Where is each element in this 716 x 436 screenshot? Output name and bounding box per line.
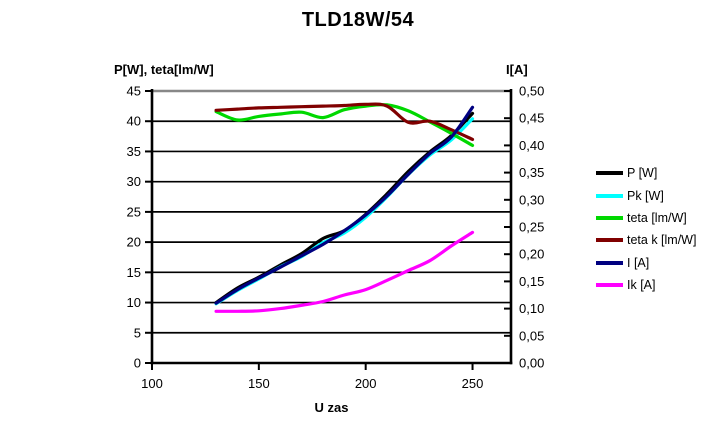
left-tick-label: 10	[127, 295, 141, 310]
legend-swatch	[596, 283, 623, 288]
legend: P [W] Pk [W] teta [lm/W] teta k [lm/W] I [A]…	[596, 162, 714, 296]
left-tick-label: 40	[127, 114, 141, 129]
x-tick-label: 100	[141, 376, 163, 391]
legend-label: teta k [lm/W]	[627, 233, 697, 248]
legend-swatch	[596, 193, 623, 198]
right-tick-label: 0,15	[519, 274, 544, 289]
left-tick-label: 25	[127, 204, 141, 219]
right-tick-label: 0,10	[519, 301, 544, 316]
legend-item: Ik [A]	[596, 274, 714, 296]
right-tick-label: 0,50	[519, 84, 544, 99]
legend-swatch	[596, 260, 623, 265]
left-tick-label: 45	[127, 84, 141, 99]
right-tick-label: 0,20	[519, 247, 544, 262]
legend-swatch	[596, 171, 623, 176]
series-line-teta-lm-w-	[214, 103, 475, 147]
series-line-p-w-	[214, 111, 475, 305]
right-axis-title: I[A]	[506, 62, 528, 77]
right-tick-label: 0,30	[519, 192, 544, 207]
x-axis-title: U zas	[314, 400, 349, 415]
legend-label: teta [lm/W]	[627, 210, 687, 225]
legend-item: teta [lm/W]	[596, 207, 714, 229]
right-tick-label: 0,00	[519, 356, 544, 371]
legend-item: Pk [W]	[596, 184, 714, 206]
x-tick-label: 150	[248, 376, 270, 391]
left-tick-label: 20	[127, 235, 141, 250]
series-line-teta-k-lm-w-	[214, 102, 475, 141]
right-tick-label: 0,40	[519, 138, 544, 153]
left-tick-label: 30	[127, 174, 141, 189]
legend-label: P [W]	[627, 166, 658, 181]
right-tick-label: 0,05	[519, 328, 544, 343]
chart-title: TLD18W/54	[301, 9, 415, 31]
legend-label: Pk [W]	[627, 188, 664, 203]
x-tick-label: 200	[355, 376, 377, 391]
series-line-ik-a-	[214, 230, 475, 313]
legend-label: Ik [A]	[627, 278, 656, 293]
right-tick-label: 0,25	[519, 220, 544, 235]
x-tick-label: 250	[462, 376, 484, 391]
legend-label: I [A]	[627, 255, 650, 270]
legend-item: P [W]	[596, 162, 714, 184]
series-line-i-a-	[214, 105, 475, 305]
left-tick-label: 15	[127, 265, 141, 280]
left-tick-label: 35	[127, 144, 141, 159]
legend-item: I [A]	[596, 252, 714, 274]
left-axis-title: P[W], teta[lm/W]	[114, 62, 214, 77]
left-tick-label: 0	[134, 356, 141, 371]
legend-swatch	[596, 238, 623, 243]
legend-swatch	[596, 215, 623, 220]
left-tick-label: 5	[134, 325, 141, 340]
right-tick-label: 0,45	[519, 111, 544, 126]
legend-item: teta k [lm/W]	[596, 229, 714, 251]
right-tick-label: 0,35	[519, 165, 544, 180]
